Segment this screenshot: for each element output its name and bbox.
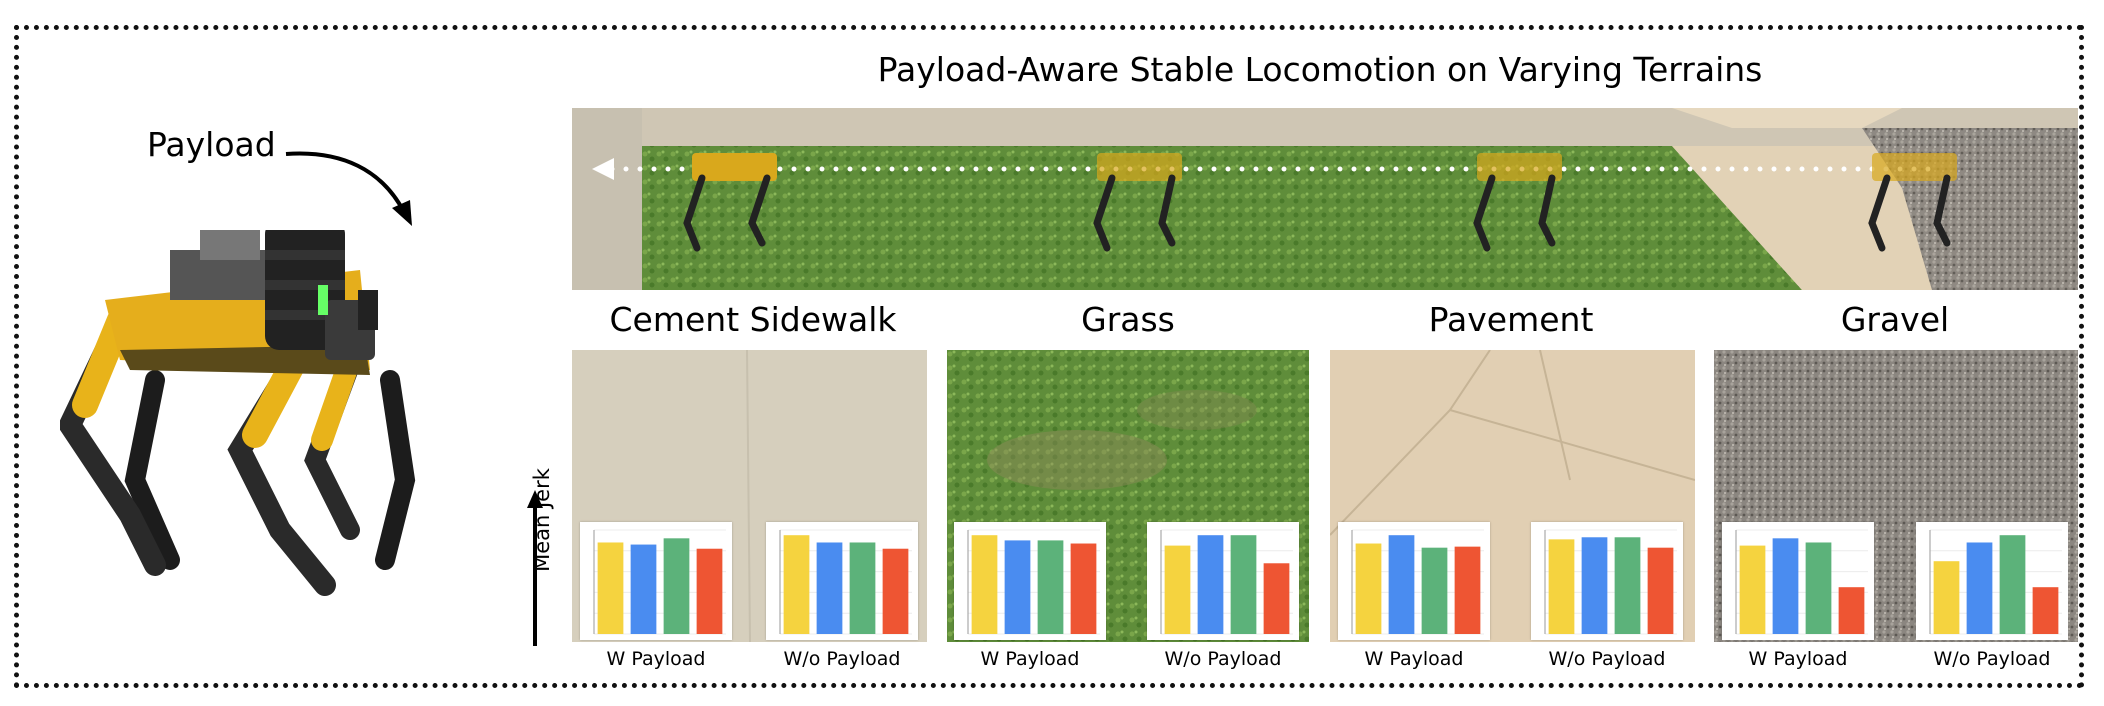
bar-red: [696, 548, 723, 634]
bar-blue: [1966, 542, 1993, 634]
y-axis-label: Mean Jerk: [530, 468, 554, 572]
figure-frame: [14, 25, 2084, 688]
bar-yellow: [1548, 539, 1575, 634]
chart-gravel-wo-payload: [1916, 522, 2068, 640]
label-grass-wo-payload: W/o Payload: [1164, 648, 1282, 670]
bar-red: [1454, 546, 1481, 634]
bar-yellow: [971, 535, 998, 634]
y-axis-arrow-icon: [527, 490, 543, 646]
bar-green: [1999, 535, 2026, 634]
bar-yellow: [1739, 545, 1766, 634]
bar-yellow: [597, 542, 624, 634]
terrain-title-pavement: Pavement: [1428, 300, 1594, 339]
chart-grass-w-payload: [954, 522, 1106, 640]
chart-gravel-w-payload: [1722, 522, 1874, 640]
bar-green: [1421, 547, 1448, 634]
bar-green: [1037, 540, 1064, 634]
payload-arrow-icon: [285, 151, 412, 226]
label-gravel-w-payload: W Payload: [1748, 648, 1848, 670]
bar-green: [663, 538, 690, 634]
bar-blue: [1388, 535, 1415, 634]
bar-yellow: [1355, 543, 1382, 634]
bar-blue: [630, 544, 657, 634]
label-cement-wo-payload: W/o Payload: [783, 648, 901, 670]
figure-title: Payload-Aware Stable Locomotion on Varyi…: [877, 50, 1763, 89]
bar-yellow: [1164, 545, 1191, 634]
terrain-panorama: [572, 108, 2078, 290]
chart-cement-w-payload: [580, 522, 732, 640]
bar-blue: [1197, 535, 1224, 634]
chart-pavement-wo-payload: [1531, 522, 1683, 640]
label-gravel-wo-payload: W/o Payload: [1933, 648, 2051, 670]
bar-green: [1614, 537, 1641, 634]
chart-pavement-w-payload: [1338, 522, 1490, 640]
terrain-title-gravel: Gravel: [1840, 300, 1950, 339]
bar-yellow: [783, 535, 810, 634]
bar-blue: [1772, 538, 1799, 634]
bar-green: [1805, 542, 1832, 634]
chart-cement-wo-payload: [766, 522, 918, 640]
bar-green: [1230, 535, 1257, 634]
label-grass-w-payload: W Payload: [980, 648, 1080, 670]
terrain-title-cement: Cement Sidewalk: [609, 300, 897, 339]
terrain-title-grass: Grass: [1081, 300, 1175, 339]
chart-grass-wo-payload: [1147, 522, 1299, 640]
bar-red: [1070, 543, 1097, 634]
bar-blue: [816, 542, 843, 634]
label-pavement-wo-payload: W/o Payload: [1548, 648, 1666, 670]
payload-label: Payload: [147, 125, 276, 164]
robot-dog-image: [60, 230, 416, 596]
bar-green: [849, 542, 876, 634]
bar-blue: [1581, 537, 1608, 634]
bar-red: [1263, 563, 1290, 634]
label-cement-w-payload: W Payload: [606, 648, 706, 670]
bar-red: [2032, 587, 2059, 634]
label-pavement-w-payload: W Payload: [1364, 648, 1464, 670]
bar-red: [1647, 547, 1674, 634]
bar-red: [1838, 587, 1865, 634]
bar-blue: [1004, 540, 1031, 634]
bar-red: [882, 548, 909, 634]
bar-yellow: [1933, 561, 1960, 634]
